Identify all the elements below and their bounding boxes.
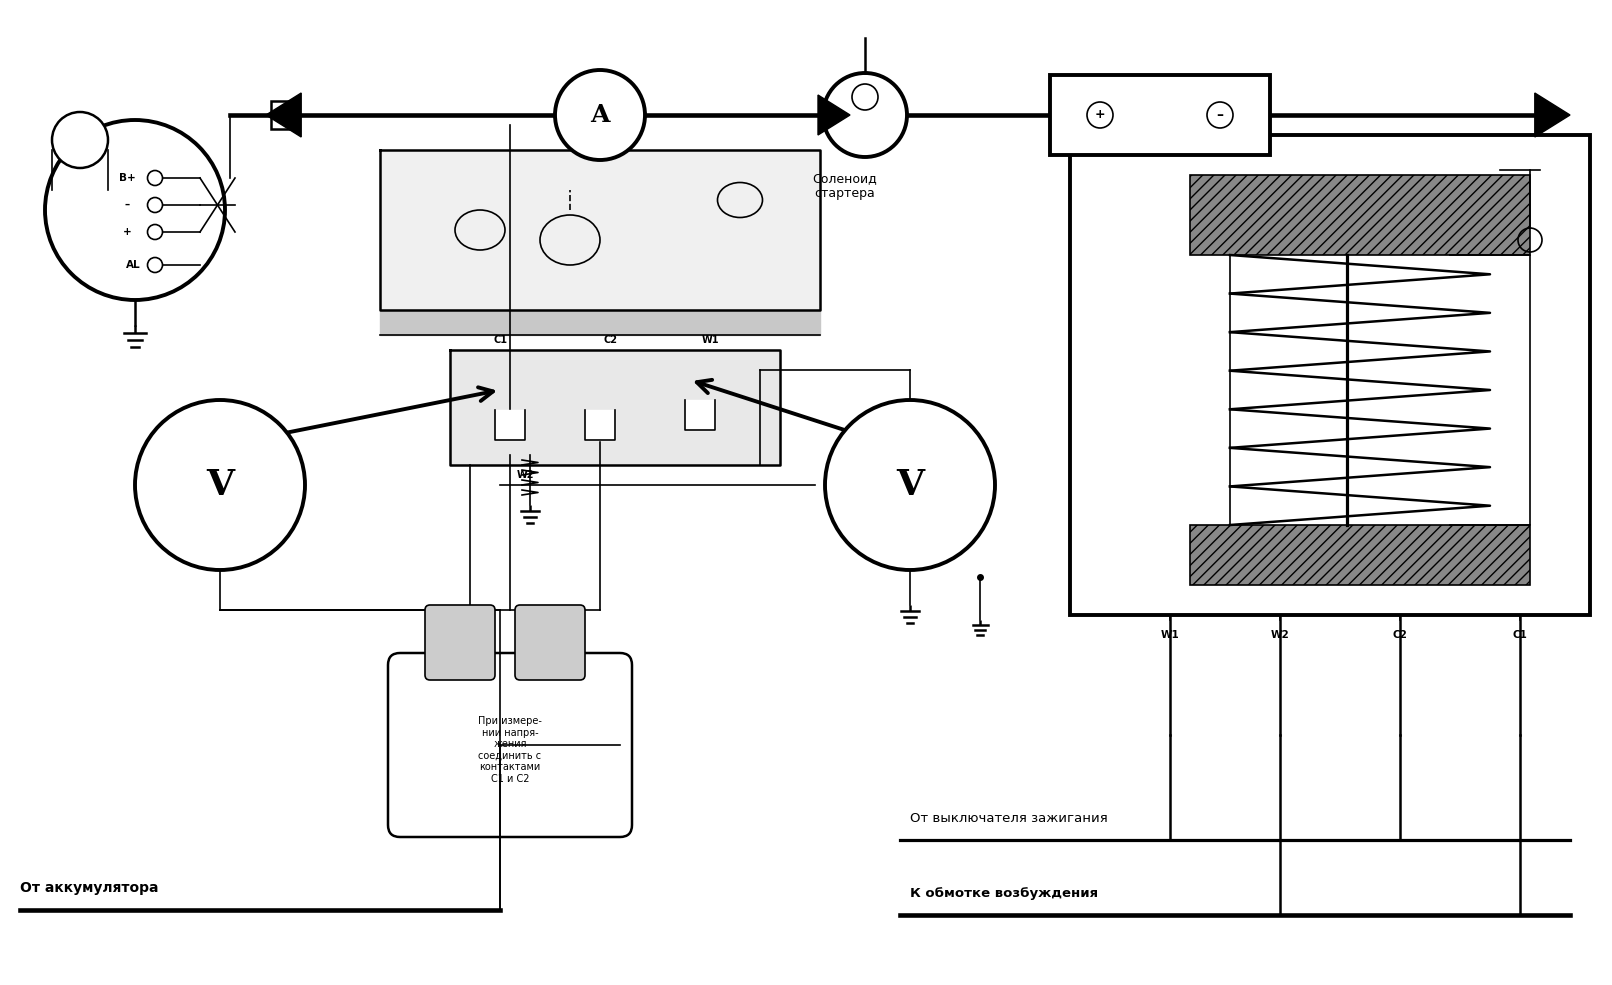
- Text: –: –: [124, 200, 129, 210]
- Text: –: –: [1217, 108, 1224, 122]
- Circle shape: [555, 70, 645, 160]
- Circle shape: [135, 400, 305, 570]
- Polygon shape: [685, 400, 716, 430]
- Polygon shape: [380, 150, 821, 310]
- Bar: [1190, 525, 1530, 585]
- Text: C2: C2: [603, 335, 617, 345]
- Text: A: A: [590, 103, 609, 127]
- Text: W2: W2: [516, 470, 534, 480]
- Text: W1: W1: [1161, 630, 1180, 640]
- Text: К обмотке возбуждения: К обмотке возбуждения: [911, 887, 1098, 900]
- FancyBboxPatch shape: [426, 605, 495, 680]
- Polygon shape: [266, 93, 301, 137]
- Circle shape: [45, 120, 226, 300]
- Text: AL: AL: [126, 260, 140, 270]
- Polygon shape: [495, 410, 526, 440]
- Text: Соленоид
стартера: Соленоид стартера: [812, 172, 877, 200]
- Text: V: V: [896, 468, 924, 502]
- Text: От аккумулятора: От аккумулятора: [19, 881, 158, 895]
- Polygon shape: [1535, 93, 1570, 137]
- Text: При измере-
нии напря-
жения
соединить с
контактами
С1 и С2: При измере- нии напря- жения соединить с…: [479, 716, 542, 784]
- Text: +: +: [1095, 108, 1106, 121]
- Polygon shape: [380, 310, 821, 335]
- Polygon shape: [450, 350, 780, 465]
- Text: W1: W1: [701, 335, 719, 345]
- Text: W2: W2: [1270, 630, 1290, 640]
- Bar: [1070, 135, 1589, 615]
- Text: C1: C1: [1512, 630, 1528, 640]
- Circle shape: [825, 400, 995, 570]
- Text: От выключателя зажигания: От выключателя зажигания: [911, 812, 1107, 825]
- Text: C2: C2: [1393, 630, 1407, 640]
- Polygon shape: [585, 410, 616, 440]
- Polygon shape: [817, 95, 850, 135]
- Bar: [271, 101, 298, 129]
- Text: +: +: [123, 227, 131, 237]
- Circle shape: [824, 73, 908, 157]
- Text: V: V: [206, 468, 234, 502]
- FancyBboxPatch shape: [514, 605, 585, 680]
- FancyBboxPatch shape: [388, 653, 632, 837]
- Text: C1: C1: [493, 335, 508, 345]
- Circle shape: [52, 112, 108, 168]
- Bar: [1049, 75, 1270, 155]
- Text: B+: B+: [119, 173, 135, 183]
- Bar: [1190, 175, 1530, 255]
